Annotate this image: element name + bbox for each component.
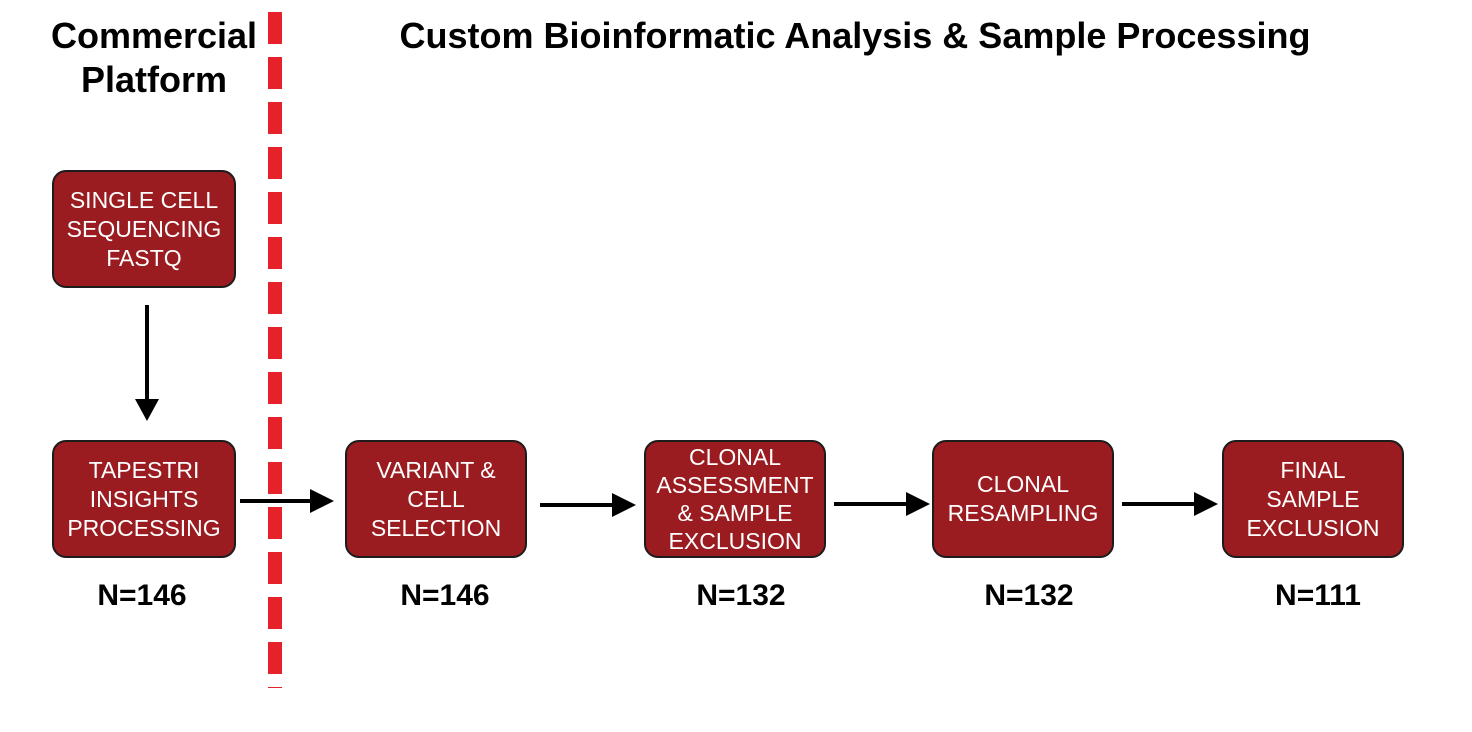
count-final-sample-exclusion: N=111	[1275, 579, 1361, 612]
count-tapestri-insights: N=146	[97, 579, 187, 612]
count-clonal-resampling: N=132	[984, 579, 1074, 612]
right-arrow-3	[834, 492, 930, 516]
step-box-variant-cell-selection: VARIANT & CELL SELECTION	[345, 440, 527, 558]
step-box-clonal-assessment: CLONAL ASSESSMENT & SAMPLE EXCLUSION	[644, 440, 826, 558]
platform-divider-line	[268, 12, 282, 688]
step-box-tapestri-insights: TAPESTRI INSIGHTS PROCESSING	[52, 440, 236, 558]
single-cell-sequencing-box: SINGLE CELL SEQUENCING FASTQ	[52, 170, 236, 288]
step-box-clonal-resampling: CLONAL RESAMPLING	[932, 440, 1114, 558]
right-arrow-1	[240, 489, 334, 513]
count-clonal-assessment: N=132	[696, 579, 786, 612]
step-box-final-sample-exclusion: FINAL SAMPLE EXCLUSION	[1222, 440, 1404, 558]
right-arrow-4	[1122, 492, 1218, 516]
count-variant-cell-selection: N=146	[400, 579, 490, 612]
commercial-platform-heading: Commercial Platform	[50, 15, 258, 100]
right-arrow-2	[540, 493, 636, 517]
custom-analysis-heading: Custom Bioinformatic Analysis & Sample P…	[399, 15, 1311, 56]
down-arrow	[135, 305, 159, 421]
